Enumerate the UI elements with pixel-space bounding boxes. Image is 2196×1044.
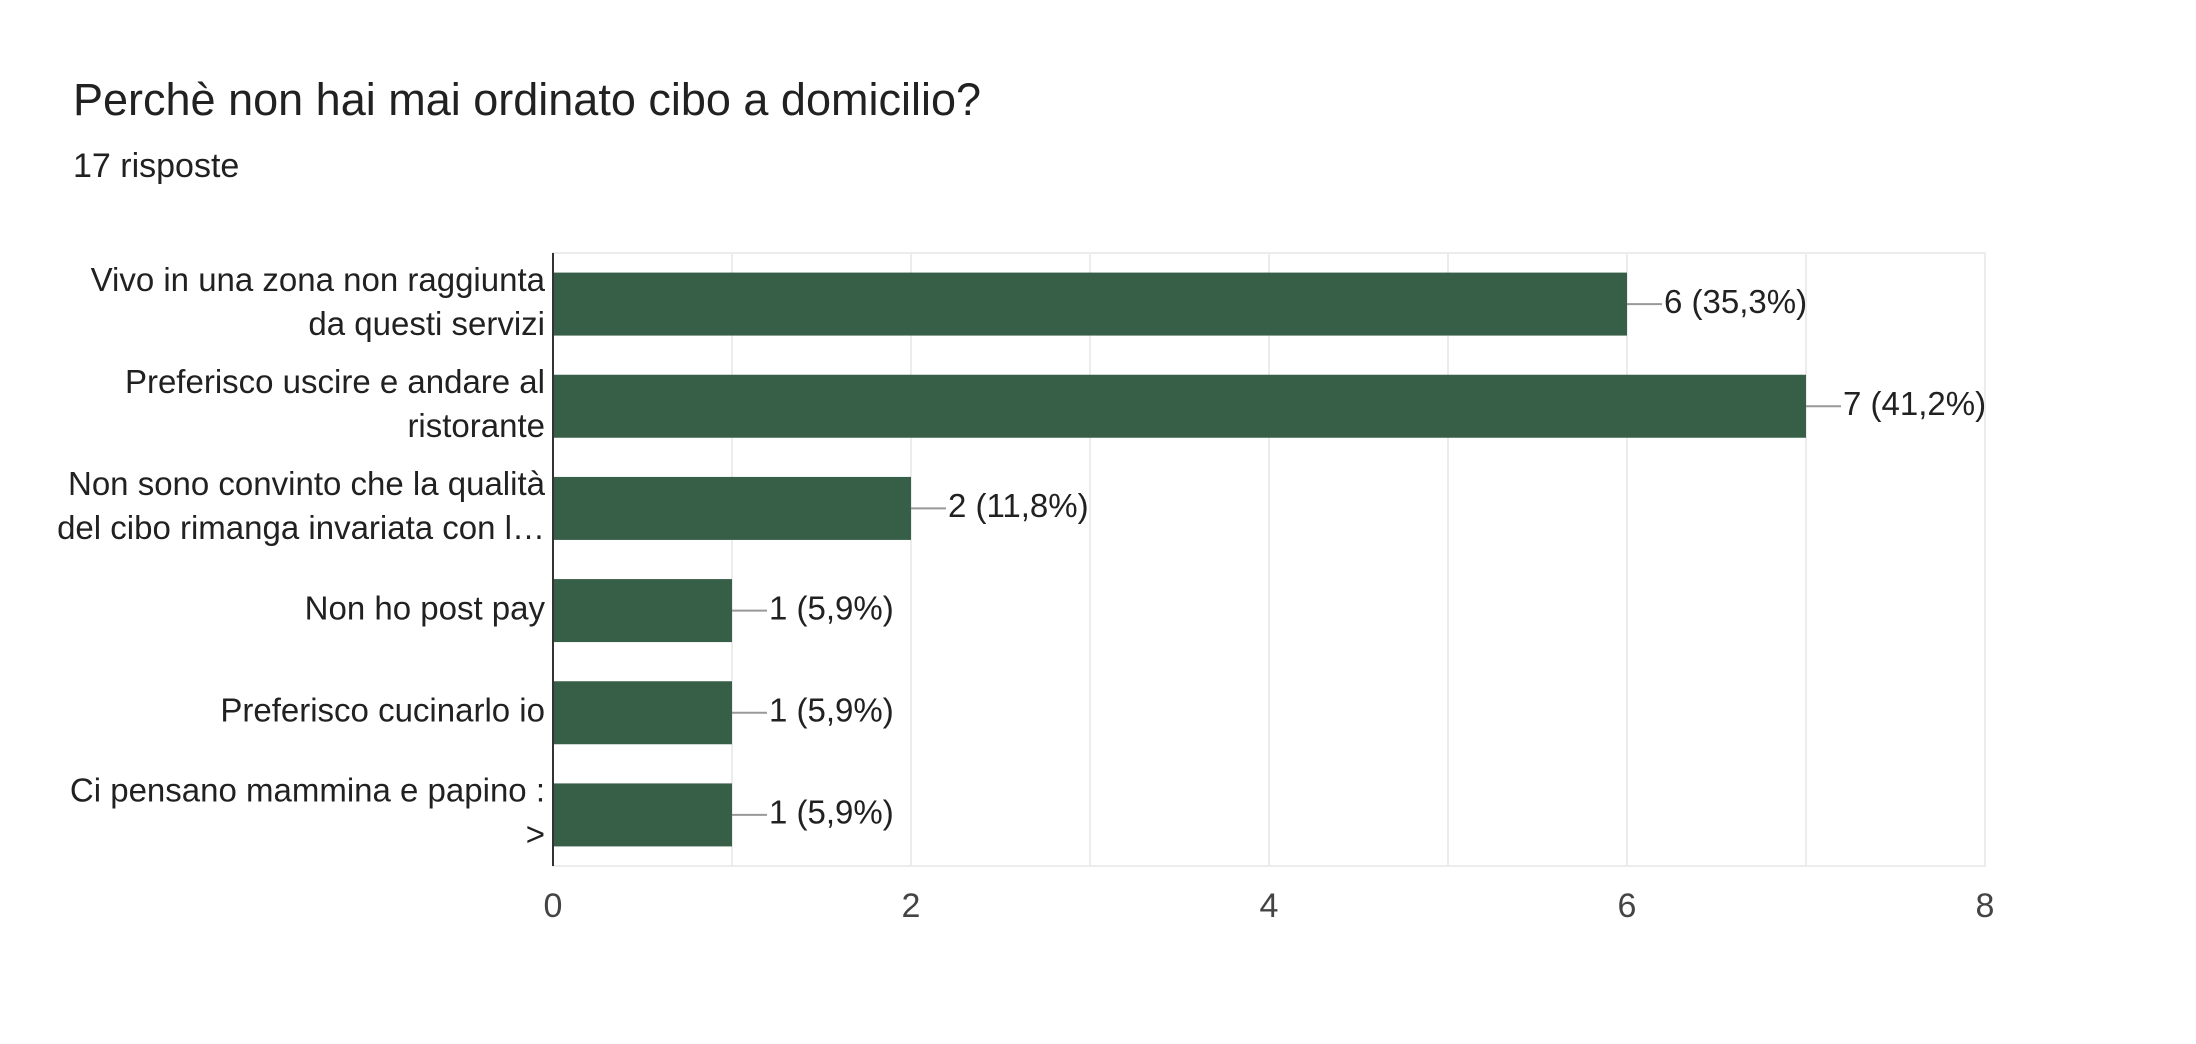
y-tick-label: Preferisco cucinarlo io bbox=[220, 691, 545, 728]
value-label: 2 (11,8%) bbox=[948, 487, 1089, 524]
value-label: 1 (5,9%) bbox=[769, 794, 894, 831]
bar bbox=[553, 374, 1806, 438]
y-tick-label: del cibo rimanga invariata con l… bbox=[57, 509, 545, 546]
chart-title: Perchè non hai mai ordinato cibo a domic… bbox=[73, 74, 981, 125]
y-tick-label: Preferisco uscire e andare al bbox=[125, 363, 545, 400]
value-label: 7 (41,2%) bbox=[1843, 385, 1986, 422]
y-tick-label: Non ho post pay bbox=[305, 589, 546, 626]
value-label: 1 (5,9%) bbox=[769, 589, 894, 626]
x-tick-label: 0 bbox=[544, 887, 563, 925]
y-tick-label: ristorante bbox=[407, 407, 545, 444]
bar bbox=[553, 272, 1627, 336]
chart-subtitle: 17 risposte bbox=[73, 147, 239, 185]
y-tick-label: > bbox=[526, 816, 545, 853]
value-label: 6 (35,3%) bbox=[1664, 283, 1807, 320]
y-tick-label: Non sono convinto che la qualità bbox=[68, 465, 546, 502]
y-tick-label: Vivo in una zona non raggiunta bbox=[91, 261, 546, 298]
x-tick-label: 2 bbox=[902, 887, 921, 925]
y-tick-label: Ci pensano mammina e papino : bbox=[70, 772, 545, 809]
x-tick-label: 6 bbox=[1618, 887, 1637, 925]
bar bbox=[553, 476, 911, 540]
y-tick-label: da questi servizi bbox=[308, 305, 545, 342]
bar bbox=[553, 681, 732, 745]
bar bbox=[553, 783, 732, 847]
value-label: 1 (5,9%) bbox=[769, 691, 894, 728]
x-tick-label: 4 bbox=[1260, 887, 1279, 925]
x-tick-label: 8 bbox=[1976, 887, 1995, 925]
bar bbox=[553, 579, 732, 643]
